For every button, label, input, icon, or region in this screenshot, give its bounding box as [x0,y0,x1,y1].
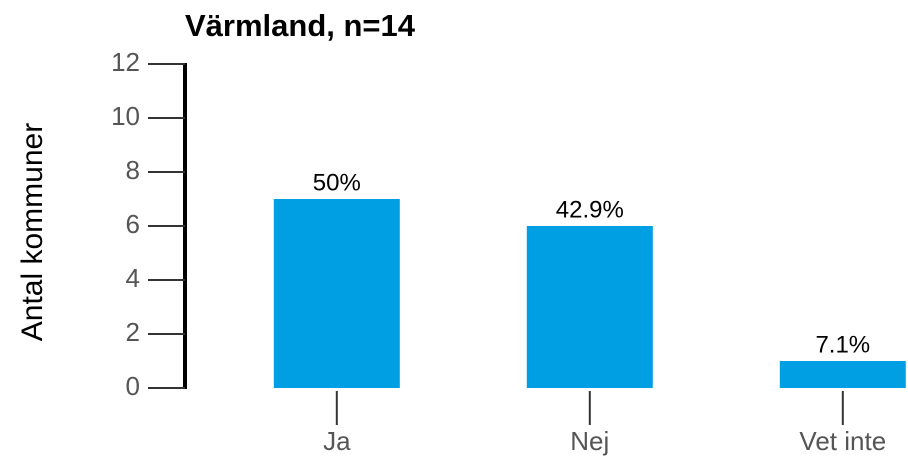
bar [526,226,653,388]
y-axis-label: Antal kommuner [16,123,49,341]
bar [273,199,400,388]
x-tick-label: Nej [570,426,609,456]
y-tick-label: 12 [111,47,140,77]
value-label: 50% [313,169,361,196]
x-tick-label: Vet inte [799,426,886,456]
value-label: 42.9% [556,196,624,223]
y-tick-label: 10 [111,101,140,131]
value-label: 7.1% [815,331,870,358]
chart-title: Värmland, n=14 [185,8,416,43]
y-tick-label: 8 [126,155,140,185]
y-tick-label: 2 [126,317,140,347]
y-tick-label: 4 [126,263,140,293]
bar [779,361,906,388]
y-tick-label: 0 [126,371,140,401]
y-tick-label: 6 [126,209,140,239]
x-tick-label: Ja [323,426,351,456]
